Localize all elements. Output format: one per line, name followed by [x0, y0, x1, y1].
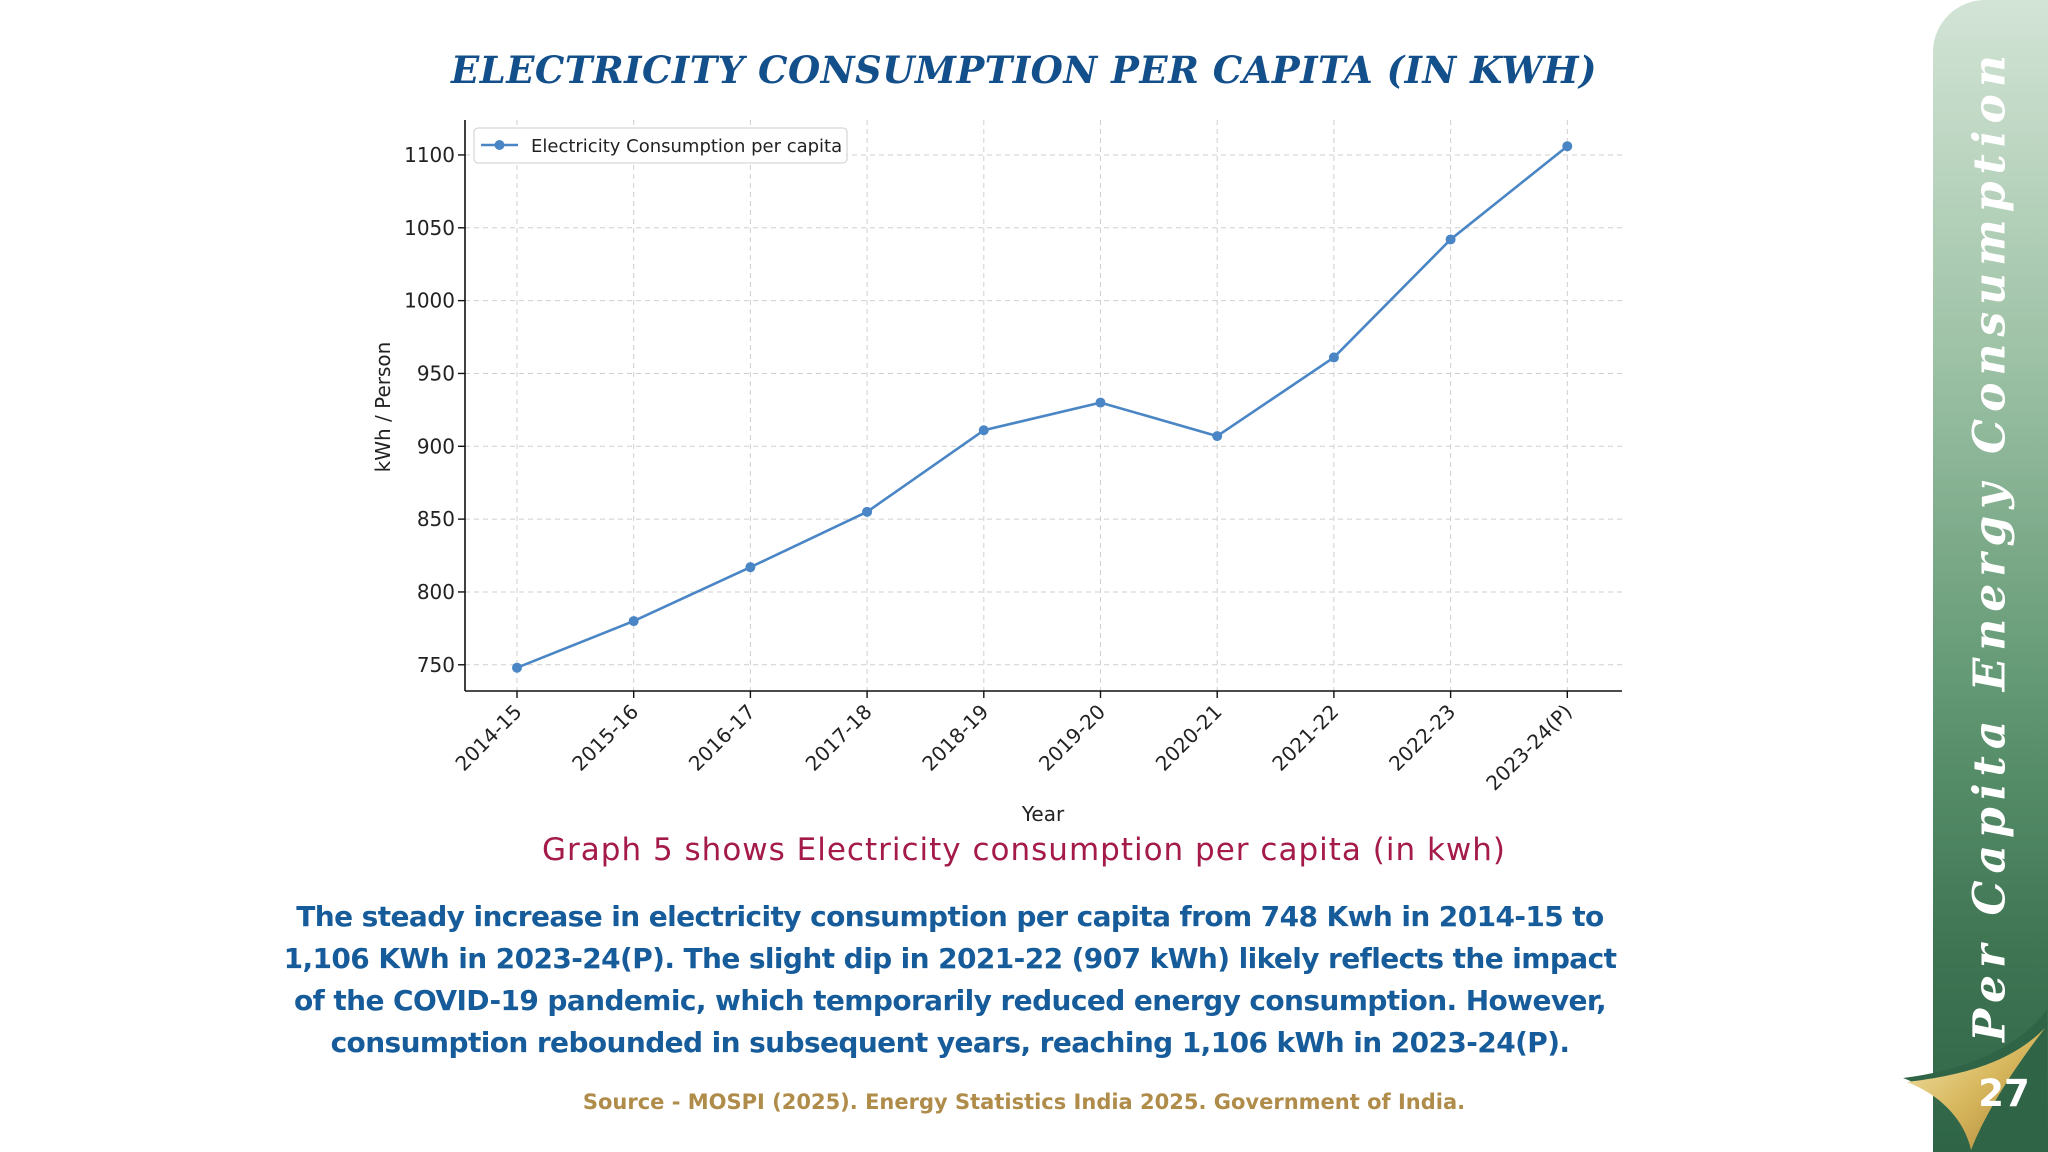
data-point — [1212, 431, 1223, 442]
legend-marker — [494, 140, 505, 150]
x-tick-label: 2020-21 — [1151, 700, 1227, 776]
x-tick-label: 2015-16 — [567, 700, 643, 776]
source-citation: Source - MOSPI (2025). Energy Statistics… — [582, 1090, 1466, 1114]
x-tick-label: 2018-19 — [917, 700, 993, 776]
data-point — [1562, 141, 1573, 152]
data-point — [1328, 352, 1339, 363]
grid-lines — [465, 120, 1622, 691]
x-axis-label: Year — [1021, 802, 1065, 826]
data-point — [978, 425, 989, 436]
data-point — [862, 506, 873, 517]
page-curl-icon — [1903, 1010, 2047, 1152]
graph-caption: Graph 5 shows Electricity consumption pe… — [542, 832, 1506, 868]
data-point — [745, 562, 756, 573]
x-tick-label: 2019-20 — [1034, 700, 1110, 776]
side-title-text: Per Capita Energy Consumption — [1964, 48, 2016, 1042]
x-tick-label: 2021-22 — [1267, 700, 1343, 776]
x-tick-label: 2014-15 — [450, 700, 526, 776]
legend-box — [473, 127, 848, 164]
data-point — [1095, 397, 1106, 408]
page-title: ELECTRICITY CONSUMPTION PER CAPITA (IN K… — [451, 48, 1597, 92]
x-ticks: 2014-15 2015-16 2016-17 2017-18 2018-19 2019-… — [450, 691, 1577, 796]
x-tick-label: 2022-23 — [1384, 700, 1460, 776]
y-tick-label: 1000 — [404, 289, 455, 313]
x-tick-label: 2017-18 — [801, 700, 877, 776]
y-tick-label: 750 — [417, 653, 455, 677]
legend-label: Electricity Consumption per capita — [531, 136, 842, 157]
y-tick-label: 1050 — [404, 216, 455, 240]
data-point — [628, 616, 639, 627]
x-tick-label: 2016-17 — [684, 700, 760, 776]
legend: Electricity Consumption per capita — [473, 127, 848, 164]
x-tick-label: 2023-24(P) — [1481, 700, 1577, 796]
data-point — [1445, 234, 1456, 245]
description-paragraph: The steady increase in electricity consu… — [283, 900, 1617, 1059]
y-tick-label: 1100 — [404, 143, 455, 167]
side-panel — [1933, 0, 2048, 1152]
y-ticks: 750 800 850 900 950 1000 1050 1100 — [404, 143, 465, 677]
data-point — [512, 662, 522, 673]
series — [512, 141, 1573, 673]
y-axis-label: kWh / Person — [371, 342, 395, 473]
y-tick-label: 800 — [417, 580, 455, 604]
y-tick-label: 950 — [417, 361, 455, 385]
y-tick-label: 850 — [417, 507, 455, 531]
y-tick-label: 900 — [417, 434, 455, 458]
page-number: 27 — [1978, 1072, 2030, 1115]
series-line — [516, 145, 1569, 669]
axes — [464, 120, 1622, 692]
